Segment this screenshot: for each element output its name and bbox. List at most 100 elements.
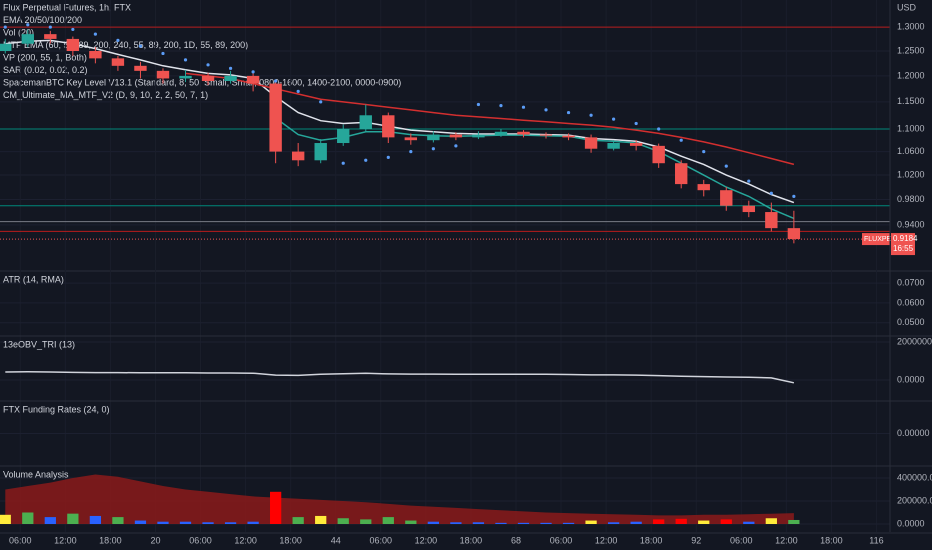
- candle-body: [201, 75, 215, 82]
- symbol-tag: FLUXPERP: [864, 236, 901, 243]
- y-tick-label: 0.0000: [897, 374, 925, 384]
- volume-bar: [720, 519, 732, 524]
- candle-body: [89, 51, 102, 59]
- legend-entry: EMA 20/50/100/200: [3, 15, 82, 25]
- candle-body: [44, 34, 57, 39]
- countdown: 16:55: [893, 244, 914, 253]
- y-tick-label: 1.3000: [897, 21, 925, 31]
- price-tag: 0.9184: [893, 234, 918, 243]
- y-tick-label: 0.9800: [897, 194, 925, 204]
- volume-bar: [382, 517, 394, 525]
- x-tick-label: 06:00: [550, 535, 573, 545]
- sar-dot: [183, 58, 188, 62]
- sar-dot: [566, 110, 571, 115]
- legend-entry: 13eOBV_TRI (13): [3, 339, 75, 349]
- x-tick-label: 92: [691, 535, 701, 545]
- candle-body: [359, 115, 372, 129]
- volume-bar: [337, 518, 349, 524]
- volume-bar: [585, 520, 597, 524]
- volume-bar: [0, 514, 11, 524]
- volume-bar: [630, 521, 642, 524]
- sar-dot: [71, 27, 75, 32]
- volume-bar: [134, 520, 147, 524]
- x-tick-label: 06:00: [730, 535, 753, 545]
- sar-dot: [747, 179, 751, 183]
- x-tick-label: 20: [150, 535, 160, 545]
- legend-entry: Volume Analysis: [3, 469, 69, 479]
- legend-entry: Vol (20): [3, 27, 34, 37]
- ma-line: [185, 72, 795, 166]
- x-tick-label: 12:00: [595, 535, 618, 545]
- y-tick-label: 0.0700: [897, 277, 925, 287]
- sar-dot: [274, 79, 278, 83]
- candle-body: [134, 65, 147, 71]
- volume-bar: [202, 522, 214, 524]
- volume-bar: [517, 522, 530, 525]
- candle-body: [697, 184, 710, 191]
- sar-dot: [499, 103, 503, 108]
- y-tick-label: 1.2500: [897, 45, 925, 55]
- sar-dot: [612, 117, 616, 121]
- legend-entry: CM_Ultimate_MA_MTF_V2 (D, 9, 10, 2, 2, 5…: [3, 90, 208, 100]
- candle-body: [517, 131, 530, 135]
- candle-body: [382, 115, 395, 138]
- legend-entry: MTF EMA (60, 55, 89, 200, 240, 55, 89, 2…: [3, 40, 248, 50]
- volume-bar: [675, 518, 687, 524]
- candle-body: [652, 145, 665, 164]
- volume-bar: [540, 522, 552, 525]
- sar-dot: [431, 147, 435, 151]
- x-tick-label: 06:00: [9, 535, 32, 545]
- sar-dot: [116, 38, 120, 42]
- x-tick-label: 116: [869, 535, 883, 545]
- candle-body: [0, 43, 12, 52]
- legend-entry: VP (200, 55, 1, Both): [3, 52, 87, 62]
- sar-dot: [409, 149, 413, 154]
- candle-body: [742, 205, 755, 213]
- candle-body: [314, 143, 327, 161]
- sar-dot: [161, 51, 165, 56]
- candle-body: [584, 137, 598, 149]
- sar-dot: [724, 164, 728, 168]
- candle-body: [66, 38, 80, 52]
- y-tick-label: 1.0600: [897, 146, 925, 156]
- volume-bar: [653, 519, 665, 524]
- x-tick-label: 18:00: [279, 535, 302, 545]
- sar-dot: [454, 144, 458, 148]
- x-tick-label: 18:00: [820, 535, 843, 545]
- y-tick-label: 1.1500: [897, 96, 925, 106]
- volume-bar: [765, 518, 777, 524]
- sar-dot: [544, 108, 548, 112]
- legend-entry: ATR (14, RMA): [3, 274, 64, 284]
- candle-body: [291, 151, 305, 161]
- x-tick-label: 12:00: [415, 535, 438, 545]
- sar-dot: [364, 158, 368, 162]
- candle-body: [156, 70, 170, 79]
- candle-body: [111, 58, 125, 66]
- unit-label: USD: [897, 2, 917, 12]
- volume-bar: [427, 521, 439, 524]
- candle-body: [607, 143, 620, 149]
- ma-line: [275, 117, 795, 220]
- candle-body: [675, 163, 688, 185]
- candle-body: [404, 137, 418, 141]
- volume-bar: [788, 519, 800, 525]
- sar-dot: [206, 63, 210, 67]
- candle-body: [562, 135, 575, 138]
- legend-entry: SpacemanBTC Key Level V13.1 (Standard, 8…: [3, 77, 401, 87]
- candle-body: [494, 131, 508, 135]
- candle-body: [720, 190, 733, 206]
- legend-entry: SAR (0.02, 0.02, 0.2): [3, 65, 88, 75]
- sar-dot: [341, 161, 345, 165]
- volume-bar: [495, 522, 507, 525]
- x-tick-label: 12:00: [54, 535, 77, 545]
- y-tick-label: 200000.0000: [897, 495, 932, 505]
- x-tick-label: 06:00: [189, 535, 212, 545]
- sar-dot: [702, 149, 706, 154]
- volume-bar: [292, 517, 304, 525]
- sar-dot: [589, 113, 593, 117]
- y-tick-label: 0.0600: [897, 297, 925, 307]
- price-tag-bg: [891, 233, 915, 256]
- volume-bar: [67, 513, 79, 525]
- sar-dot: [679, 138, 683, 142]
